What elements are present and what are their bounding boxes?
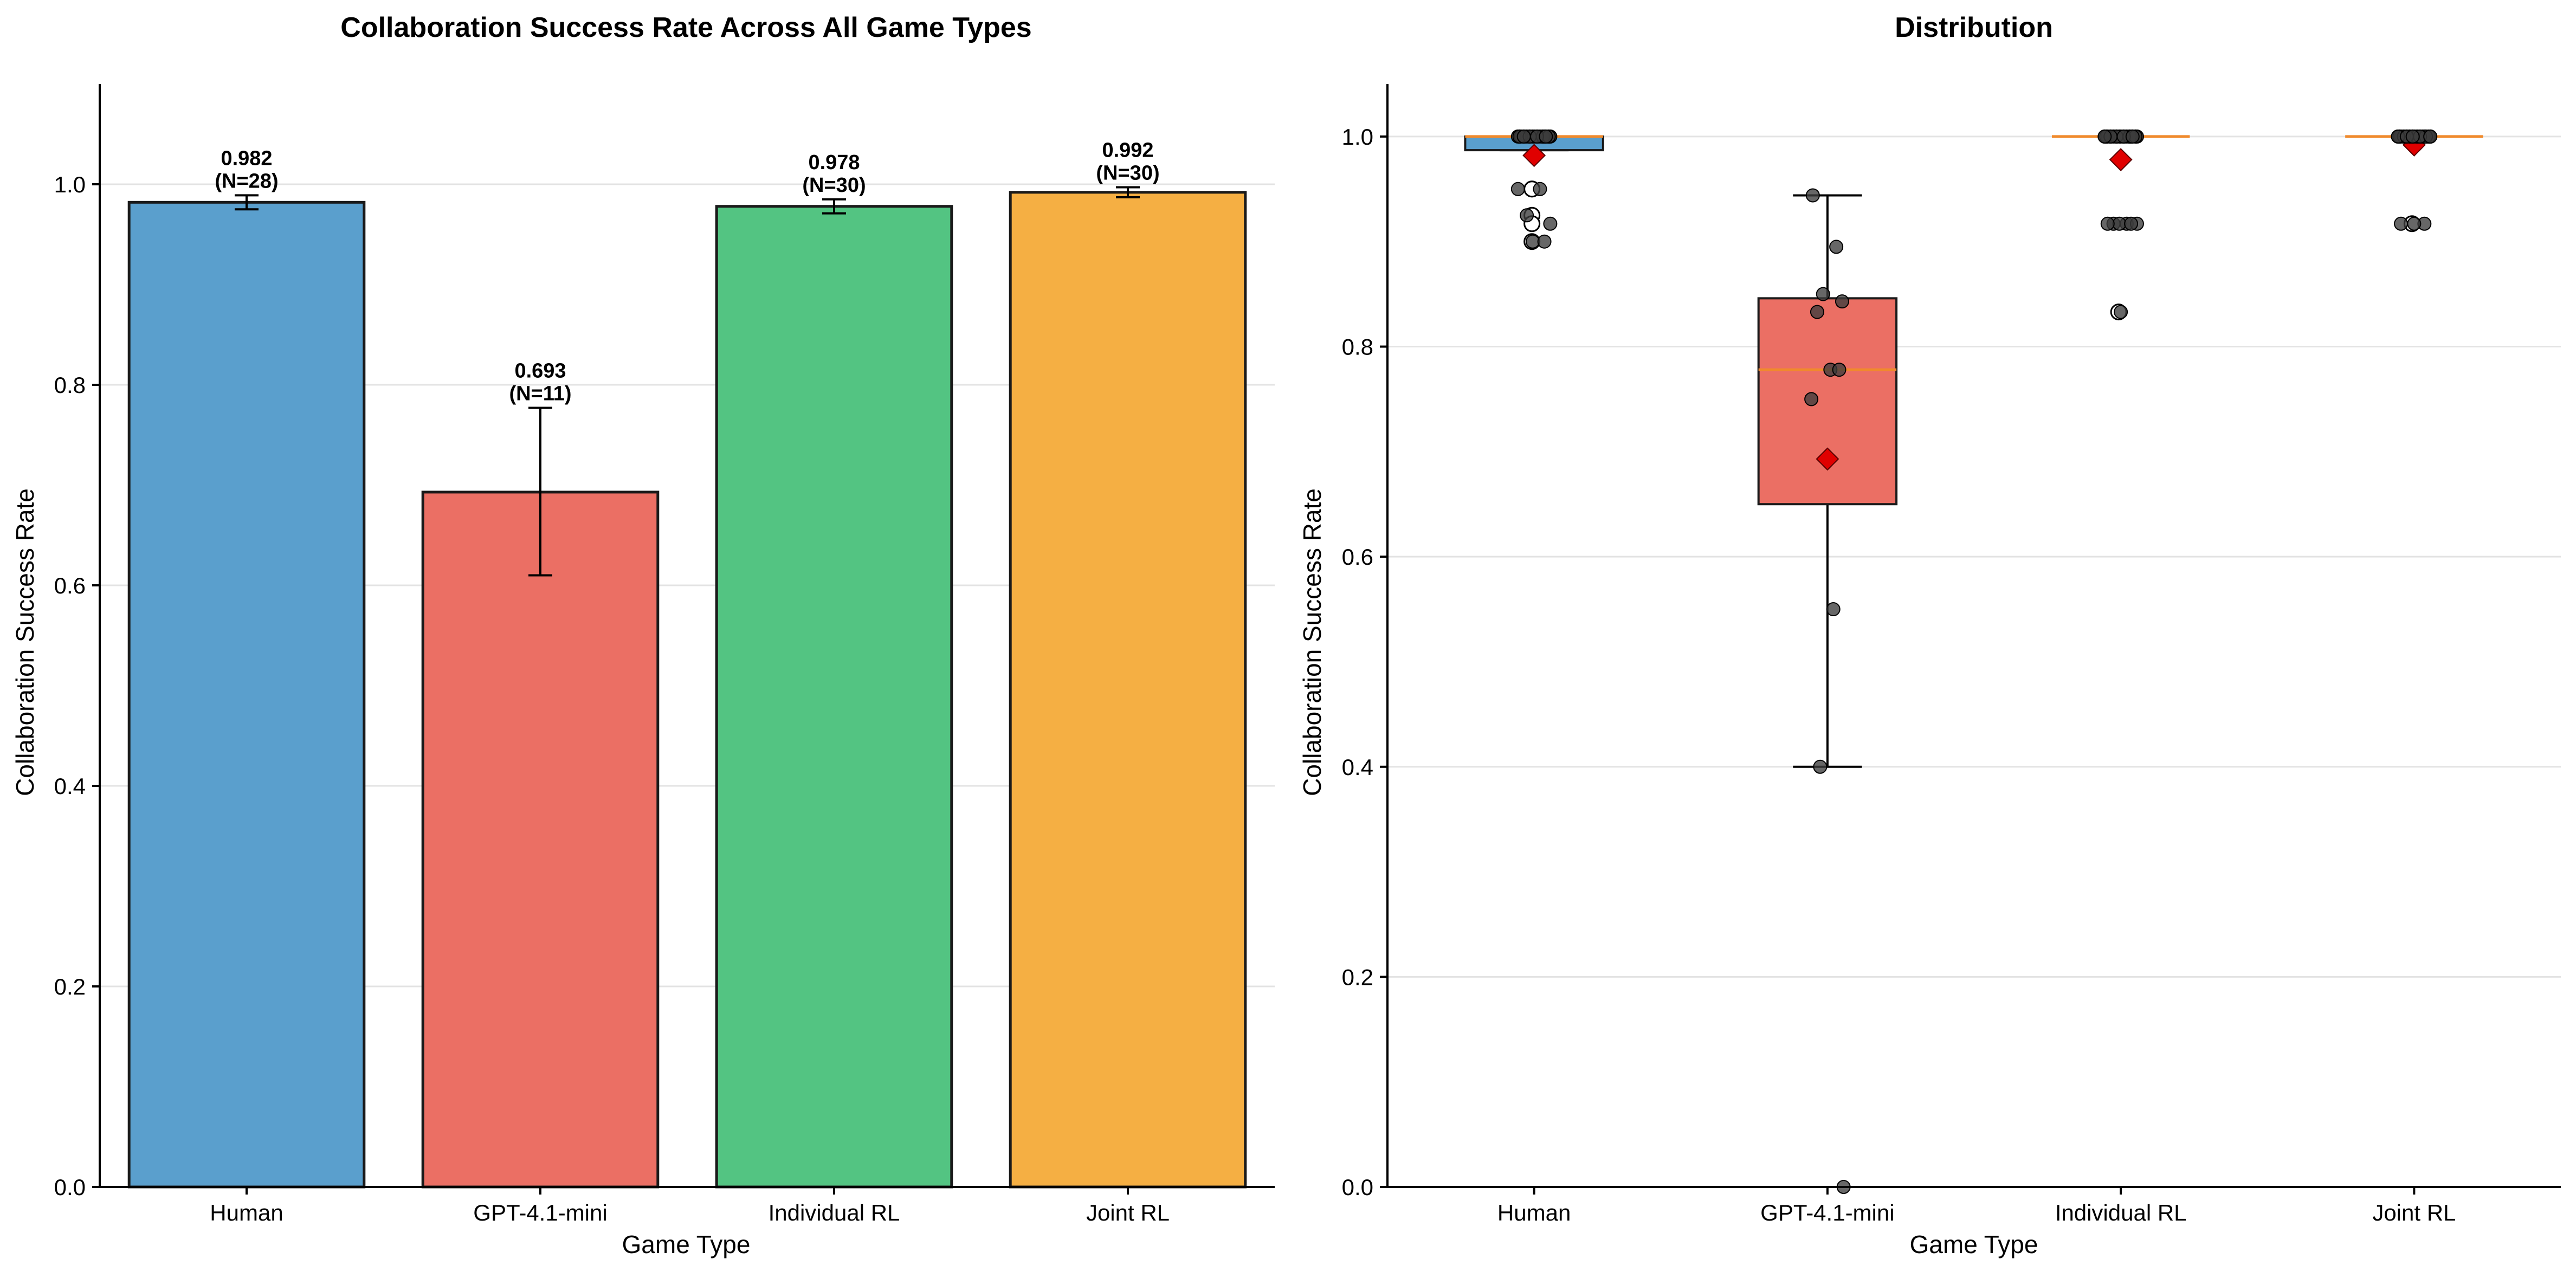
left-xtick-label: Human bbox=[210, 1200, 283, 1225]
jitter-point-0 bbox=[1537, 234, 1552, 249]
right-ytick-label: 0.8 bbox=[1342, 334, 1373, 360]
bar-n-label-0: (N=28) bbox=[215, 170, 278, 192]
right-xtick-label: Individual RL bbox=[2055, 1200, 2187, 1225]
jitter-point-1 bbox=[1810, 305, 1824, 319]
left-xtick-label: Joint RL bbox=[1086, 1200, 1170, 1225]
box-plot-ylabel: Collaboration Success Rate bbox=[1298, 488, 1326, 796]
jitter-point-2 bbox=[2114, 305, 2128, 319]
bar-1 bbox=[421, 490, 660, 1189]
right-xtick-label: Joint RL bbox=[2372, 1200, 2456, 1225]
jitter-point-2 bbox=[2125, 129, 2140, 144]
bar-chart-ylabel: Collaboration Success Rate bbox=[11, 488, 39, 796]
left-axes: 0.0 0.2 0.4 0.6 0.8 1.0 Human GPT-4.1-mini Indiv… bbox=[54, 84, 1275, 1225]
mean-marker-2 bbox=[2109, 148, 2133, 171]
bar-n-label-2: (N=30) bbox=[802, 174, 866, 197]
jitter-point-1 bbox=[1816, 287, 1830, 301]
jitter-point-3 bbox=[2394, 216, 2409, 231]
bar-n-label-3: (N=30) bbox=[1096, 162, 1159, 185]
left-ytick-label: 0.6 bbox=[54, 573, 86, 598]
right-xtick-label: GPT-4.1-mini bbox=[1760, 1200, 1894, 1225]
mean-marker-0 bbox=[1522, 144, 1546, 167]
jitter-point-0 bbox=[1539, 129, 1553, 144]
bar-value-label-2: 0.978 bbox=[808, 151, 860, 174]
right-ytick-label: 0.0 bbox=[1342, 1174, 1373, 1200]
jitter-point-2 bbox=[2100, 216, 2115, 231]
jitter-point-0 bbox=[1510, 182, 1525, 196]
jitter-point-1 bbox=[1813, 759, 1828, 774]
bar-value-label-3: 0.992 bbox=[1102, 139, 1153, 162]
bar-3 bbox=[1009, 191, 1247, 1189]
left-ytick-label: 0.0 bbox=[54, 1174, 86, 1200]
bar-value-label-0: 0.982 bbox=[221, 147, 272, 170]
bar-0 bbox=[127, 201, 366, 1189]
jitter-point-1 bbox=[1805, 188, 1820, 203]
right-points bbox=[1510, 129, 2438, 1194]
jitter-point-3 bbox=[2407, 216, 2422, 231]
jitter-point-1 bbox=[1826, 602, 1841, 617]
jitter-point-3 bbox=[2423, 129, 2438, 144]
box-1 bbox=[1757, 297, 1898, 506]
left-ytick-label: 0.8 bbox=[54, 372, 86, 398]
bar-2 bbox=[715, 205, 953, 1189]
right-axes: 0.0 0.2 0.4 0.6 0.8 1.0 Human GPT-4.1-mini Indiv… bbox=[1342, 84, 2561, 1225]
left-xtick-label: Individual RL bbox=[769, 1200, 900, 1225]
right-ytick-label: 0.2 bbox=[1342, 964, 1373, 990]
jitter-point-2 bbox=[2124, 216, 2139, 231]
box-plot-panel: 0.0 0.2 0.4 0.6 0.8 1.0 Human GPT-4.1-mini Indiv… bbox=[1298, 12, 2561, 1258]
jitter-point-1 bbox=[1832, 363, 1847, 377]
mean-marker-1 bbox=[1816, 447, 1839, 471]
bar-chart-xlabel: Game Type bbox=[622, 1230, 751, 1258]
right-ytick-label: 1.0 bbox=[1342, 124, 1373, 150]
left-error-bars bbox=[235, 186, 1140, 577]
left-ytick-label: 1.0 bbox=[54, 172, 86, 197]
bar-n-label-1: (N=11) bbox=[509, 383, 571, 405]
box-plot-xlabel: Game Type bbox=[1910, 1230, 2038, 1258]
jitter-point-0 bbox=[1516, 129, 1531, 144]
left-ytick-label: 0.2 bbox=[54, 974, 86, 999]
box-plot-title: Distribution bbox=[1895, 12, 2053, 43]
bar-chart-title: Collaboration Success Rate Across All Ga… bbox=[340, 12, 1031, 43]
right-xtick-label: Human bbox=[1497, 1200, 1571, 1225]
left-ytick-label: 0.4 bbox=[54, 773, 86, 799]
jitter-point-1 bbox=[1804, 392, 1819, 406]
jitter-point-0 bbox=[1533, 182, 1547, 196]
right-ytick-label: 0.4 bbox=[1342, 754, 1373, 780]
jitter-point-3 bbox=[2405, 129, 2420, 144]
jitter-point-0 bbox=[1543, 216, 1558, 231]
jitter-point-0 bbox=[1520, 208, 1534, 223]
jitter-point-1 bbox=[1835, 294, 1849, 309]
jitter-point-2 bbox=[2097, 129, 2112, 144]
left-xtick-label: GPT-4.1-mini bbox=[473, 1200, 607, 1225]
left-bars bbox=[127, 191, 1247, 1189]
bar-value-label-1: 0.693 bbox=[514, 360, 566, 383]
jitter-point-1 bbox=[1829, 240, 1844, 254]
right-ytick-label: 0.6 bbox=[1342, 544, 1373, 570]
bar-chart-panel: 0.982(N=28)0.693(N=11)0.978(N=30)0.992(N… bbox=[11, 12, 1275, 1258]
jitter-point-0 bbox=[1525, 234, 1540, 249]
left-bar-labels: 0.982(N=28)0.693(N=11)0.978(N=30)0.992(N… bbox=[215, 139, 1159, 405]
jitter-point-2 bbox=[2112, 216, 2127, 231]
